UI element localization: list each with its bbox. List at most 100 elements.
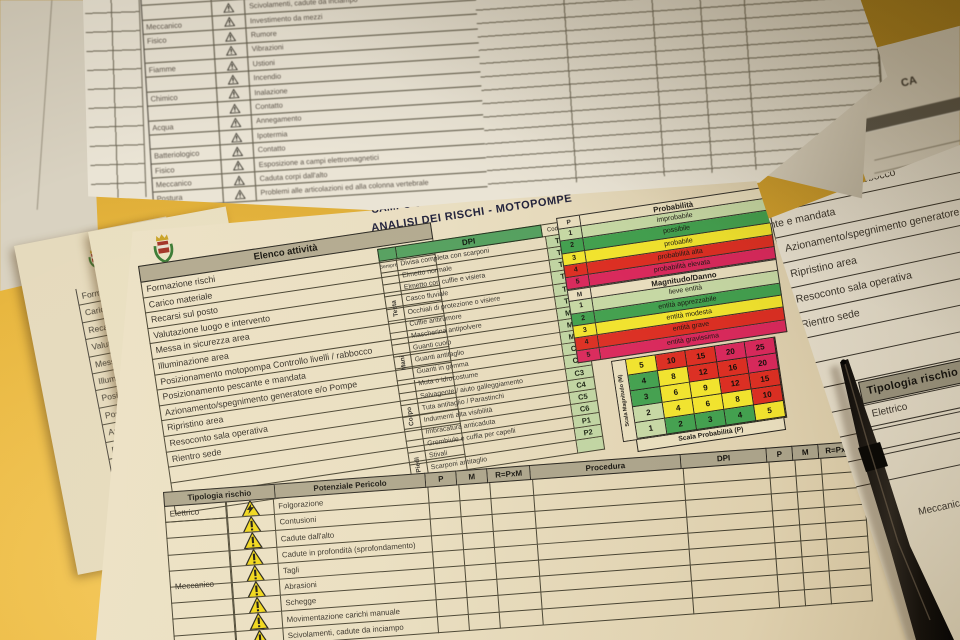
bottom-table-row: Folgorazione (164, 455, 864, 524)
bottom-risk-table: Tipologia rischio Potenziale Pericolo P … (163, 440, 873, 640)
warning-triangle-icon (213, 28, 248, 45)
warning-triangle-icon (223, 17, 235, 28)
hazard-row: Scivolamenti, cadute da inciampo (141, 0, 477, 21)
hazard-warning-icon-cell (229, 531, 278, 551)
warning-triangle-icon (220, 143, 255, 160)
hazard-row: Chimico Inalazione (147, 72, 482, 107)
right-sheet-row-text: Rientro sede (800, 306, 861, 332)
p2-value-cell (769, 460, 797, 479)
m2-value-cell (804, 587, 832, 606)
warning-triangle-icon (218, 114, 253, 131)
tipologia-meccanico: Meccanico (165, 518, 237, 640)
probabilita-magnitudo-tables: P Probabilità 1 improbabile 2 possibile … (556, 186, 788, 364)
warning-triangle-icon (227, 74, 239, 85)
warning-triangle-icon (216, 71, 250, 88)
p2-value-cell (770, 476, 798, 495)
hazard-warning-icon-cell (232, 579, 281, 600)
hazard-row: Batteriologico Contatto (150, 129, 485, 165)
p2-value-cell (777, 573, 805, 592)
warning-triangle-icon (212, 14, 247, 30)
right-tipologia-meccanico: Meccanico (917, 497, 960, 518)
warning-triangle-icon (224, 31, 236, 42)
dpi-section-label: Sempre (379, 262, 399, 271)
dark-header-bar (853, 94, 960, 135)
warning-triangle-icon (222, 172, 257, 188)
bottom-table-row: Cadute in profondità (sprofondamento) (167, 504, 867, 572)
warning-triangle-icon (231, 146, 243, 157)
hazard-row: Meccanico Caduta corpi dall'alto (152, 158, 487, 194)
dpi-item-code (576, 437, 606, 454)
bottom-table-row: Contusioni (165, 471, 865, 540)
warning-triangle-icon (249, 612, 270, 631)
warning-triangle-icon (247, 580, 267, 599)
warning-triangle-icon (215, 57, 250, 73)
warning-triangle-icon (244, 548, 265, 566)
hazard-row: Fiamme Ustioni (145, 43, 480, 79)
hazard-warning-icon-cell (236, 628, 285, 640)
dpi-section-label: Corpo (406, 406, 417, 427)
warning-triangle-icon (228, 89, 240, 100)
hazard-row: Fisico Esposizione a campi elettromagnet… (151, 143, 486, 179)
hazard-tipologia-label: Postura (153, 188, 224, 207)
m2-value-cell (795, 458, 823, 477)
bottom-table-row: Abrasioni (170, 536, 870, 604)
warning-triangle-icon (243, 532, 264, 550)
warning-triangle-icon (242, 515, 262, 534)
dpi-section-label: Testa (390, 299, 400, 318)
bottom-table-row: Tagli (168, 520, 869, 588)
empty-grid-columns-left (84, 0, 147, 199)
hazard-sheet: Movimentazione carichi manuale Scivolame… (82, 0, 888, 213)
warning-triangle-icon (229, 117, 241, 128)
m2-value-cell (798, 507, 827, 526)
hazard-warning-icon-cell (235, 611, 284, 632)
m2-value-cell (797, 490, 825, 510)
hazard-row: Vibrazioni (144, 29, 479, 64)
bottom-table-rows: Folgorazione (164, 455, 873, 640)
p2-value-cell (775, 541, 803, 560)
hazard-warning-icon-cell (231, 563, 280, 584)
m2-value-cell (796, 474, 824, 493)
m-value-cell (468, 612, 501, 631)
p2-value-cell (774, 525, 802, 544)
warning-triangle-icon (219, 129, 254, 145)
warning-triangle-icon (232, 160, 244, 171)
bottom-table-row: Cadute dall'alto (166, 487, 866, 556)
warning-triangle-icon (222, 2, 234, 13)
hazard-row: Postura Problemi alle articolazioni ed a… (153, 172, 488, 208)
p2-value-cell (773, 509, 801, 528)
r2-value-cell (830, 584, 873, 604)
hazard-warning-icon-cell (228, 515, 277, 535)
warning-triangle-icon (241, 499, 261, 518)
m2-value-cell (803, 571, 831, 590)
p-value-cell (437, 614, 470, 633)
warning-triangle-icon (226, 60, 238, 71)
hazard-row: Acqua Annegamento (148, 100, 484, 136)
magnitudo-level-number: 5 (575, 347, 602, 364)
crest-icon (153, 234, 174, 264)
m2-value-cell (802, 555, 830, 574)
hazard-row: Contatto (148, 86, 483, 122)
warning-triangle-icon (233, 175, 245, 186)
warning-triangle-icon (223, 186, 257, 203)
warning-triangle-icon (248, 596, 268, 615)
tipologia-column-overlay: Elettrico Meccanico (164, 502, 237, 640)
bottom-table-row: Schegge (171, 552, 871, 620)
p2-value-cell (771, 492, 799, 511)
hazard-row: Fisico Rumore (143, 14, 478, 50)
p2-value-cell (778, 589, 807, 608)
p2-value-cell (776, 557, 804, 576)
warning-triangle-icon (250, 628, 271, 640)
warning-triangle-icon (214, 43, 249, 59)
m2-value-cell (801, 539, 829, 558)
hazard-row: Incendio (146, 57, 481, 93)
m2-value-cell (800, 523, 828, 542)
hazard-warning-icon-cell (234, 595, 283, 616)
dpi-section-label: Piedi (413, 456, 423, 473)
bottom-table-row: Movimentazione carichi manuale (172, 568, 872, 637)
hazard-row: Meccanico Investimento da mezzi (142, 0, 478, 36)
warning-triangle-icon (230, 132, 242, 143)
r-value-cell (499, 609, 544, 629)
warning-triangle-icon (225, 46, 237, 56)
